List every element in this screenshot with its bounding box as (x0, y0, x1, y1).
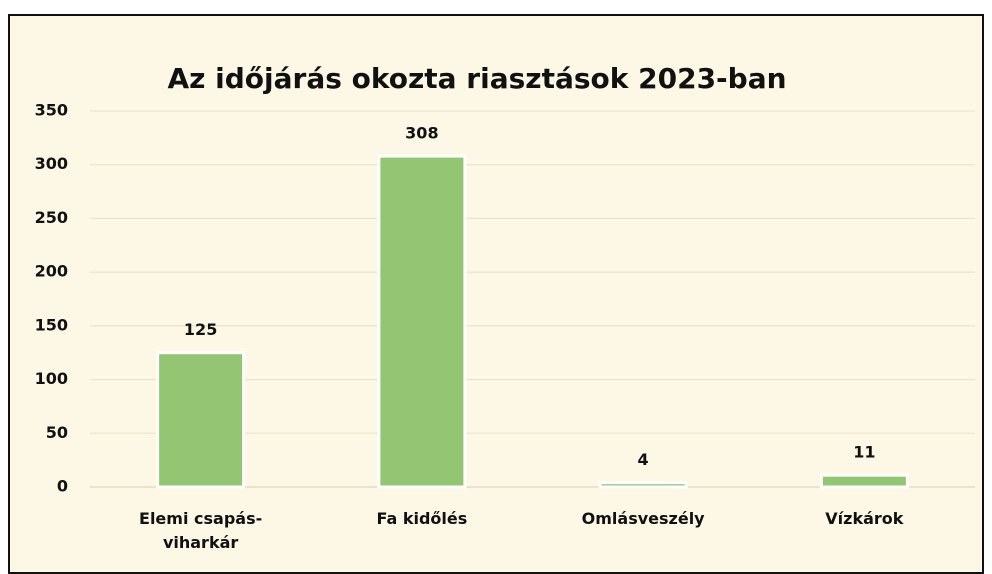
y-tick-label: 300 (35, 154, 68, 173)
y-tick-label: 150 (35, 315, 68, 334)
y-tick-label: 350 (35, 101, 68, 120)
bar (156, 351, 246, 489)
data-label: 11 (853, 443, 875, 462)
data-label: 308 (405, 124, 438, 143)
y-tick-label: 0 (57, 477, 68, 496)
x-tick-label: Elemi csapás-viharkár (139, 509, 263, 552)
y-tick-label: 200 (35, 262, 68, 281)
data-label: 4 (638, 450, 649, 469)
y-tick-label: 100 (35, 369, 68, 388)
data-label: 125 (184, 320, 217, 339)
bar (598, 481, 688, 489)
x-tick-label: Vízkárok (825, 509, 904, 528)
bar (377, 154, 467, 489)
y-tick-label: 250 (35, 208, 68, 227)
x-tick-label: Omlásveszély (581, 509, 705, 528)
y-tick-label: 50 (46, 423, 68, 442)
bar (819, 473, 909, 489)
chart-title: Az időjárás okozta riasztások 2023-ban (167, 62, 786, 95)
x-tick-label: Fa kidőlés (376, 509, 468, 528)
